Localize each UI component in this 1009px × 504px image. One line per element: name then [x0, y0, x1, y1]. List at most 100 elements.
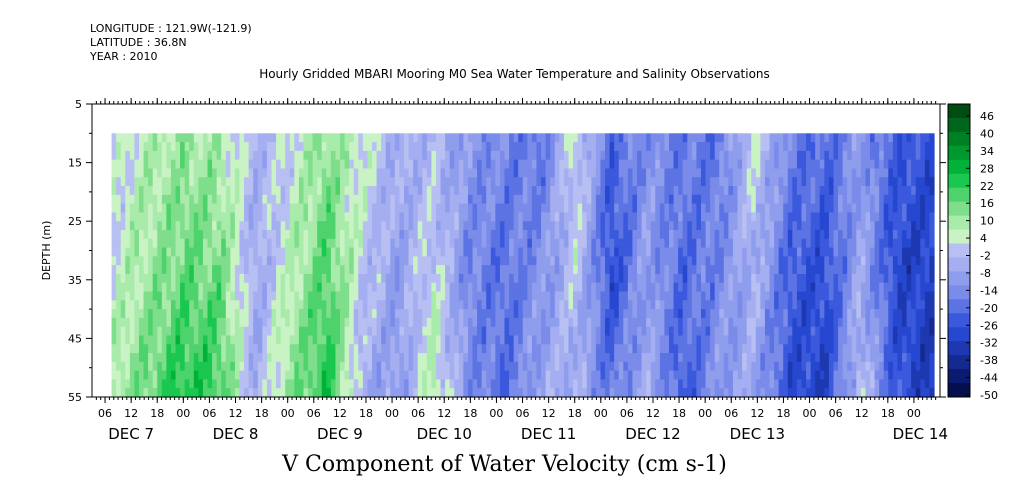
heatmap-cell — [321, 388, 327, 398]
heatmap-cell — [847, 291, 853, 301]
heatmap-cell — [806, 291, 812, 301]
heatmap-cell — [170, 168, 177, 178]
heatmap-cell — [705, 159, 711, 170]
heatmap-cell — [125, 300, 131, 310]
heatmap-cell — [481, 168, 487, 178]
heatmap-cell — [637, 344, 643, 354]
heatmap-cell — [129, 353, 136, 363]
heatmap-cell — [696, 317, 702, 328]
heatmap-cell — [518, 212, 524, 222]
heatmap-cell — [586, 194, 592, 205]
heatmap-cell — [842, 273, 848, 284]
heatmap-cell — [627, 247, 634, 257]
heatmap-cell — [600, 229, 606, 240]
heatmap-cell — [536, 309, 542, 319]
heatmap-cell — [161, 335, 167, 345]
heatmap-cell — [742, 229, 748, 240]
heatmap-cell — [189, 221, 195, 231]
heatmap-cell — [655, 203, 661, 214]
heatmap-cell — [221, 282, 227, 293]
heatmap-cell — [751, 300, 757, 310]
heatmap-cell — [289, 194, 295, 205]
heatmap-cell — [842, 229, 848, 240]
heatmap-cell — [280, 150, 286, 161]
heatmap-cell — [559, 335, 565, 345]
heatmap-cell — [591, 256, 597, 266]
heatmap-cell — [248, 353, 254, 363]
heatmap-cell — [563, 221, 570, 231]
heatmap-cell — [792, 361, 798, 372]
heatmap-cell — [819, 177, 825, 187]
heatmap-cell — [298, 379, 305, 389]
heatmap-cell — [531, 177, 538, 187]
heatmap-cell — [796, 212, 803, 222]
heatmap-cell — [751, 247, 757, 257]
heatmap-cell — [518, 335, 524, 345]
heatmap-cell — [600, 361, 606, 372]
heatmap-cell — [573, 159, 579, 170]
heatmap-cell — [522, 370, 528, 381]
heatmap-cell — [495, 168, 501, 178]
heatmap-cell — [687, 326, 693, 337]
heatmap-cell — [595, 317, 602, 328]
heatmap-cell — [399, 194, 405, 205]
heatmap-cell — [522, 353, 528, 363]
heatmap-cell — [646, 159, 652, 170]
heatmap-cell — [847, 133, 853, 143]
heatmap-cell — [417, 282, 423, 293]
heatmap-cell — [646, 203, 652, 214]
heatmap-cell — [655, 344, 661, 354]
heatmap-cell — [751, 335, 757, 345]
heatmap-cell — [467, 168, 474, 178]
heatmap-cell — [422, 238, 428, 249]
heatmap-cell — [116, 370, 122, 381]
heatmap-cell — [518, 291, 524, 301]
heatmap-cell — [435, 203, 442, 214]
heatmap-cell — [212, 309, 218, 319]
heatmap-cell — [819, 150, 825, 161]
heatmap-cell — [138, 317, 145, 328]
heatmap-cell — [856, 194, 862, 205]
heatmap-cell — [189, 370, 195, 381]
heatmap-cell — [248, 361, 254, 372]
heatmap-cell — [646, 326, 652, 337]
heatmap-cell — [234, 265, 241, 275]
heatmap-cell — [445, 361, 451, 372]
heatmap-cell — [499, 247, 506, 257]
heatmap-cell — [198, 370, 204, 381]
heatmap-cell — [769, 282, 775, 293]
heatmap-cell — [787, 361, 793, 372]
heatmap-cell — [824, 150, 830, 161]
heatmap-cell — [353, 300, 359, 310]
heatmap-cell — [289, 317, 295, 328]
heatmap-cell — [637, 159, 643, 170]
heatmap-cell — [125, 282, 131, 293]
heatmap-cell — [294, 229, 300, 240]
heatmap-cell — [518, 300, 524, 310]
heatmap-cell — [458, 256, 464, 266]
heatmap-cell — [257, 186, 263, 196]
heatmap-cell — [550, 229, 556, 240]
heatmap-cell — [664, 133, 670, 143]
heatmap-cell — [504, 212, 510, 222]
heatmap-cell — [792, 300, 798, 310]
heatmap-cell — [705, 300, 711, 310]
heatmap-cell — [129, 229, 136, 240]
heatmap-cell — [710, 353, 716, 363]
heatmap-cell — [513, 150, 519, 161]
heatmap-cell — [422, 203, 428, 214]
heatmap-cell — [449, 361, 455, 372]
heatmap-cell — [742, 150, 748, 161]
heatmap-cell — [842, 238, 848, 249]
heatmap-cell — [513, 388, 519, 398]
heatmap-cell — [385, 133, 391, 143]
heatmap-cell — [586, 282, 592, 293]
heatmap-cell — [349, 247, 355, 257]
heatmap-cell — [454, 335, 460, 345]
heatmap-cell — [248, 133, 254, 143]
heatmap-cell — [362, 388, 369, 398]
heatmap-cell — [230, 282, 236, 293]
heatmap-cell — [714, 326, 720, 337]
heatmap-cell — [842, 300, 848, 310]
heatmap-cell — [618, 273, 624, 284]
